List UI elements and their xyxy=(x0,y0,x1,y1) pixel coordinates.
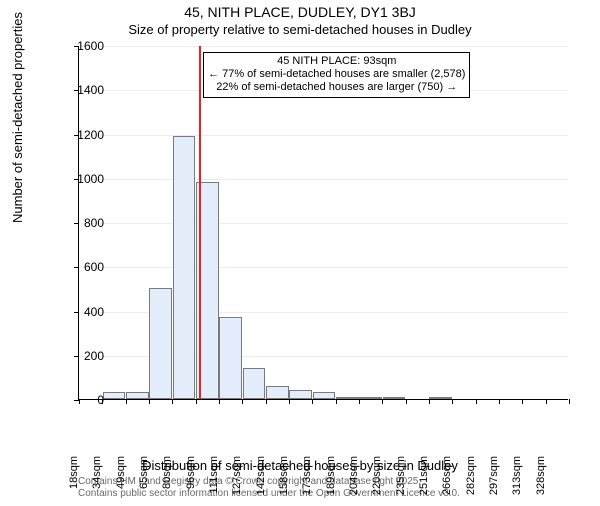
x-tick-mark xyxy=(126,399,127,404)
x-tick-label: 142sqm xyxy=(255,456,267,506)
x-tick-mark xyxy=(196,399,197,404)
x-tick-mark xyxy=(452,399,453,404)
grid-line xyxy=(79,135,568,136)
x-tick-mark xyxy=(429,399,430,404)
x-tick-label: 80sqm xyxy=(161,456,173,506)
y-tick-label: 1200 xyxy=(64,129,104,141)
x-tick-label: 204sqm xyxy=(348,456,360,506)
grid-line xyxy=(79,179,568,180)
histogram-bar xyxy=(289,390,312,399)
histogram-bar xyxy=(313,392,336,399)
y-tick-label: 400 xyxy=(64,306,104,318)
reference-line xyxy=(199,46,201,399)
x-tick-label: 189sqm xyxy=(325,456,337,506)
histogram-bar xyxy=(336,397,359,399)
x-tick-label: 297sqm xyxy=(488,456,500,506)
x-tick-label: 328sqm xyxy=(535,456,547,506)
y-tick-label: 600 xyxy=(64,261,104,273)
annotation-line: 22% of semi-detached houses are larger (… xyxy=(208,81,465,94)
grid-line xyxy=(79,46,568,47)
plot-area: 45 NITH PLACE: 93sqm← 77% of semi-detach… xyxy=(78,46,568,400)
grid-line xyxy=(79,267,568,268)
histogram-bar xyxy=(173,136,196,399)
x-tick-mark xyxy=(406,399,407,404)
y-tick-label: 200 xyxy=(64,350,104,362)
x-tick-mark xyxy=(359,399,360,404)
histogram-bar xyxy=(219,317,242,399)
histogram-bar xyxy=(243,368,266,399)
histogram-bar xyxy=(149,288,172,399)
x-tick-label: 96sqm xyxy=(185,456,197,506)
chart-title: 45, NITH PLACE, DUDLEY, DY1 3BJ xyxy=(0,4,600,20)
x-tick-label: 49sqm xyxy=(115,456,127,506)
x-tick-label: 282sqm xyxy=(465,456,477,506)
x-tick-mark xyxy=(289,399,290,404)
x-tick-mark xyxy=(476,399,477,404)
histogram-bar xyxy=(383,397,406,399)
histogram-bar xyxy=(266,386,289,399)
x-tick-mark xyxy=(382,399,383,404)
histogram-bar xyxy=(126,392,149,399)
x-tick-mark xyxy=(172,399,173,404)
x-tick-label: 111sqm xyxy=(208,456,220,506)
histogram-bar xyxy=(103,392,126,399)
grid-line xyxy=(79,223,568,224)
x-tick-mark xyxy=(149,399,150,404)
chart-subtitle: Size of property relative to semi-detach… xyxy=(0,22,600,37)
x-tick-mark xyxy=(569,399,570,404)
x-tick-mark xyxy=(499,399,500,404)
x-tick-mark xyxy=(266,399,267,404)
histogram-bar xyxy=(429,397,452,399)
x-tick-label: 127sqm xyxy=(231,456,243,506)
y-tick-label: 1400 xyxy=(64,84,104,96)
x-tick-label: 158sqm xyxy=(278,456,290,506)
x-axis-label: Distribution of semi-detached houses by … xyxy=(0,458,600,473)
x-tick-label: 266sqm xyxy=(441,456,453,506)
annotation-line: 45 NITH PLACE: 93sqm xyxy=(208,55,465,68)
x-tick-label: 313sqm xyxy=(511,456,523,506)
x-tick-label: 251sqm xyxy=(418,456,430,506)
histogram-bar xyxy=(359,397,382,399)
x-tick-mark xyxy=(242,399,243,404)
y-tick-label: 800 xyxy=(64,217,104,229)
annotation-box: 45 NITH PLACE: 93sqm← 77% of semi-detach… xyxy=(203,52,470,98)
x-tick-label: 65sqm xyxy=(138,456,150,506)
annotation-line: ← 77% of semi-detached houses are smalle… xyxy=(208,68,465,81)
x-tick-label: 18sqm xyxy=(68,456,80,506)
y-tick-label: 1000 xyxy=(64,173,104,185)
x-tick-mark xyxy=(546,399,547,404)
x-tick-label: 220sqm xyxy=(371,456,383,506)
chart-title-block: 45, NITH PLACE, DUDLEY, DY1 3BJ Size of … xyxy=(0,4,600,37)
x-tick-mark xyxy=(522,399,523,404)
y-tick-label: 1600 xyxy=(64,40,104,52)
x-tick-label: 173sqm xyxy=(301,456,313,506)
x-tick-mark xyxy=(336,399,337,404)
x-tick-mark xyxy=(312,399,313,404)
y-tick-label: 0 xyxy=(64,394,104,406)
x-tick-label: 235sqm xyxy=(395,456,407,506)
y-axis-label: Number of semi-detached properties xyxy=(10,12,25,223)
x-tick-label: 34sqm xyxy=(91,456,103,506)
x-tick-mark xyxy=(219,399,220,404)
